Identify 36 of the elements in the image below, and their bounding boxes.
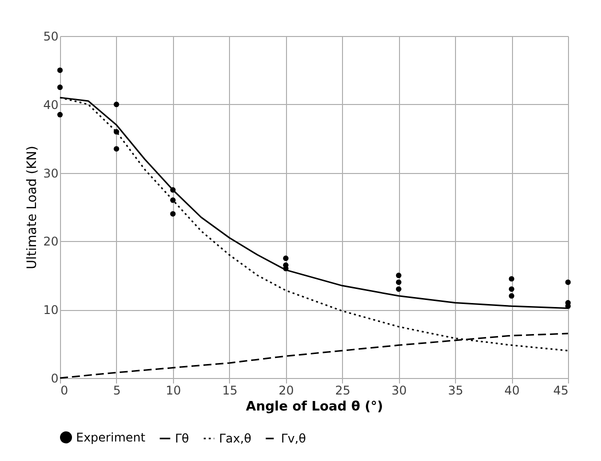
y-tick-label: 10 [43,303,58,318]
y-tick-label: 0 [50,372,58,386]
x-tick-label: 20 [278,384,294,398]
legend-label: Experiment [76,430,146,444]
legend-label: Γax,θ [219,432,252,446]
point [508,293,514,299]
legend-label: Γv,θ [281,432,306,446]
point [396,286,402,292]
point [57,112,63,118]
y-tick-label: 50 [43,30,58,44]
point [396,280,402,285]
x-tick-label: 40 [504,384,520,398]
x-tick-label: 10 [166,384,182,398]
x-tick-label: 15 [222,384,238,398]
y-tick-label: 30 [43,166,58,180]
x-tick-label: 0 [60,384,68,398]
point [396,272,402,278]
y-tick-label: 20 [43,234,58,249]
point [508,286,514,292]
point [57,67,63,73]
x-tick-label: 25 [335,384,350,398]
point [57,84,63,90]
point [114,102,120,108]
y-axis-title: Ultimate Load (KN) [25,146,40,270]
point [283,256,289,262]
point [565,280,571,285]
point [114,146,120,152]
legend-label: Γθ [175,432,190,446]
x-tick-label: 5 [113,384,121,398]
y-tick-label: 40 [43,98,58,112]
x-tick-label: 30 [392,384,407,398]
point [508,276,514,282]
x-tick-label: 35 [448,384,464,398]
x-tick-label: 45 [553,384,568,398]
x-axis-title: Angle of Load θ (°) [246,400,384,414]
point [170,211,176,217]
